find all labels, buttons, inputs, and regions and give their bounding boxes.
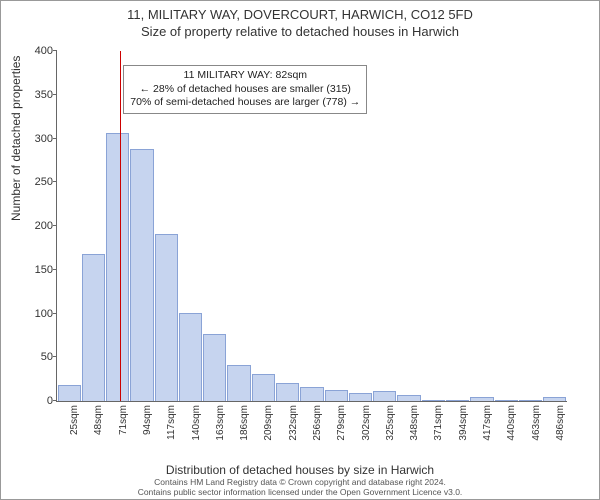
x-tick-label: 302sqm bbox=[361, 405, 372, 441]
histogram-bar bbox=[495, 400, 518, 401]
info-line-1: 11 MILITARY WAY: 82sqm bbox=[130, 69, 360, 83]
info-line-3: 70% of semi-detached houses are larger (… bbox=[130, 96, 360, 110]
histogram-bar bbox=[179, 313, 202, 402]
y-tick-label: 200 bbox=[35, 220, 57, 232]
y-tick-label: 50 bbox=[41, 351, 57, 363]
marker-line bbox=[120, 51, 121, 401]
histogram-bar bbox=[422, 400, 445, 401]
y-tick-label: 100 bbox=[35, 308, 57, 320]
histogram-bar bbox=[252, 374, 275, 401]
x-tick-label: 440sqm bbox=[506, 405, 517, 441]
x-tick-label: 186sqm bbox=[239, 405, 250, 441]
histogram-bar bbox=[227, 365, 250, 401]
x-tick-label: 394sqm bbox=[458, 405, 469, 441]
histogram-bar bbox=[58, 385, 81, 401]
x-axis-label: Distribution of detached houses by size … bbox=[1, 463, 599, 477]
x-tick-label: 256sqm bbox=[312, 405, 323, 441]
attribution-line-2: Contains public sector information licen… bbox=[1, 487, 599, 497]
x-tick-label: 371sqm bbox=[433, 405, 444, 441]
histogram-bar bbox=[519, 400, 542, 401]
x-tick-label: 486sqm bbox=[555, 405, 566, 441]
histogram-bar bbox=[130, 149, 153, 401]
plot-area: 050100150200250300350400 25sqm48sqm71sqm… bbox=[56, 51, 567, 402]
y-tick-label: 250 bbox=[35, 176, 57, 188]
histogram-bar bbox=[155, 234, 178, 401]
info-line-2: ← 28% of detached houses are smaller (31… bbox=[130, 83, 360, 97]
chart-container: 11, MILITARY WAY, DOVERCOURT, HARWICH, C… bbox=[0, 0, 600, 500]
y-axis-label: Number of detached properties bbox=[9, 56, 23, 221]
chart-title-sub: Size of property relative to detached ho… bbox=[1, 24, 599, 39]
y-tick-label: 300 bbox=[35, 133, 57, 145]
info-box: 11 MILITARY WAY: 82sqm ← 28% of detached… bbox=[123, 65, 367, 114]
attribution-line-1: Contains HM Land Registry data © Crown c… bbox=[1, 477, 599, 487]
histogram-bar bbox=[203, 334, 226, 401]
histogram-bar bbox=[276, 383, 299, 402]
attribution: Contains HM Land Registry data © Crown c… bbox=[1, 477, 599, 497]
x-tick-label: 94sqm bbox=[142, 405, 153, 435]
x-tick-label: 232sqm bbox=[288, 405, 299, 441]
histogram-bar bbox=[106, 133, 129, 401]
histogram-bar bbox=[543, 397, 566, 401]
y-tick-label: 150 bbox=[35, 264, 57, 276]
x-tick-label: 140sqm bbox=[191, 405, 202, 441]
x-tick-label: 117sqm bbox=[166, 405, 177, 440]
x-tick-label: 348sqm bbox=[409, 405, 420, 441]
histogram-bar bbox=[349, 393, 372, 401]
x-tick-label: 48sqm bbox=[93, 405, 104, 435]
histogram-bar bbox=[470, 397, 493, 402]
histogram-bar bbox=[373, 391, 396, 401]
histogram-bar bbox=[446, 400, 469, 401]
x-tick-label: 279sqm bbox=[336, 405, 347, 441]
y-tick-label: 0 bbox=[47, 395, 57, 407]
histogram-bar bbox=[300, 387, 323, 401]
histogram-bar bbox=[82, 254, 105, 401]
x-tick-label: 463sqm bbox=[531, 405, 542, 441]
x-tick-label: 25sqm bbox=[69, 405, 80, 435]
x-tick-label: 71sqm bbox=[118, 405, 129, 435]
chart-title-main: 11, MILITARY WAY, DOVERCOURT, HARWICH, C… bbox=[1, 7, 599, 22]
x-tick-label: 209sqm bbox=[263, 405, 274, 441]
x-tick-label: 417sqm bbox=[482, 405, 493, 441]
x-tick-label: 163sqm bbox=[215, 405, 226, 441]
histogram-bar bbox=[397, 395, 420, 401]
histogram-bar bbox=[325, 390, 348, 402]
y-tick-label: 400 bbox=[35, 45, 57, 57]
y-tick-label: 350 bbox=[35, 89, 57, 101]
x-tick-label: 325sqm bbox=[385, 405, 396, 441]
